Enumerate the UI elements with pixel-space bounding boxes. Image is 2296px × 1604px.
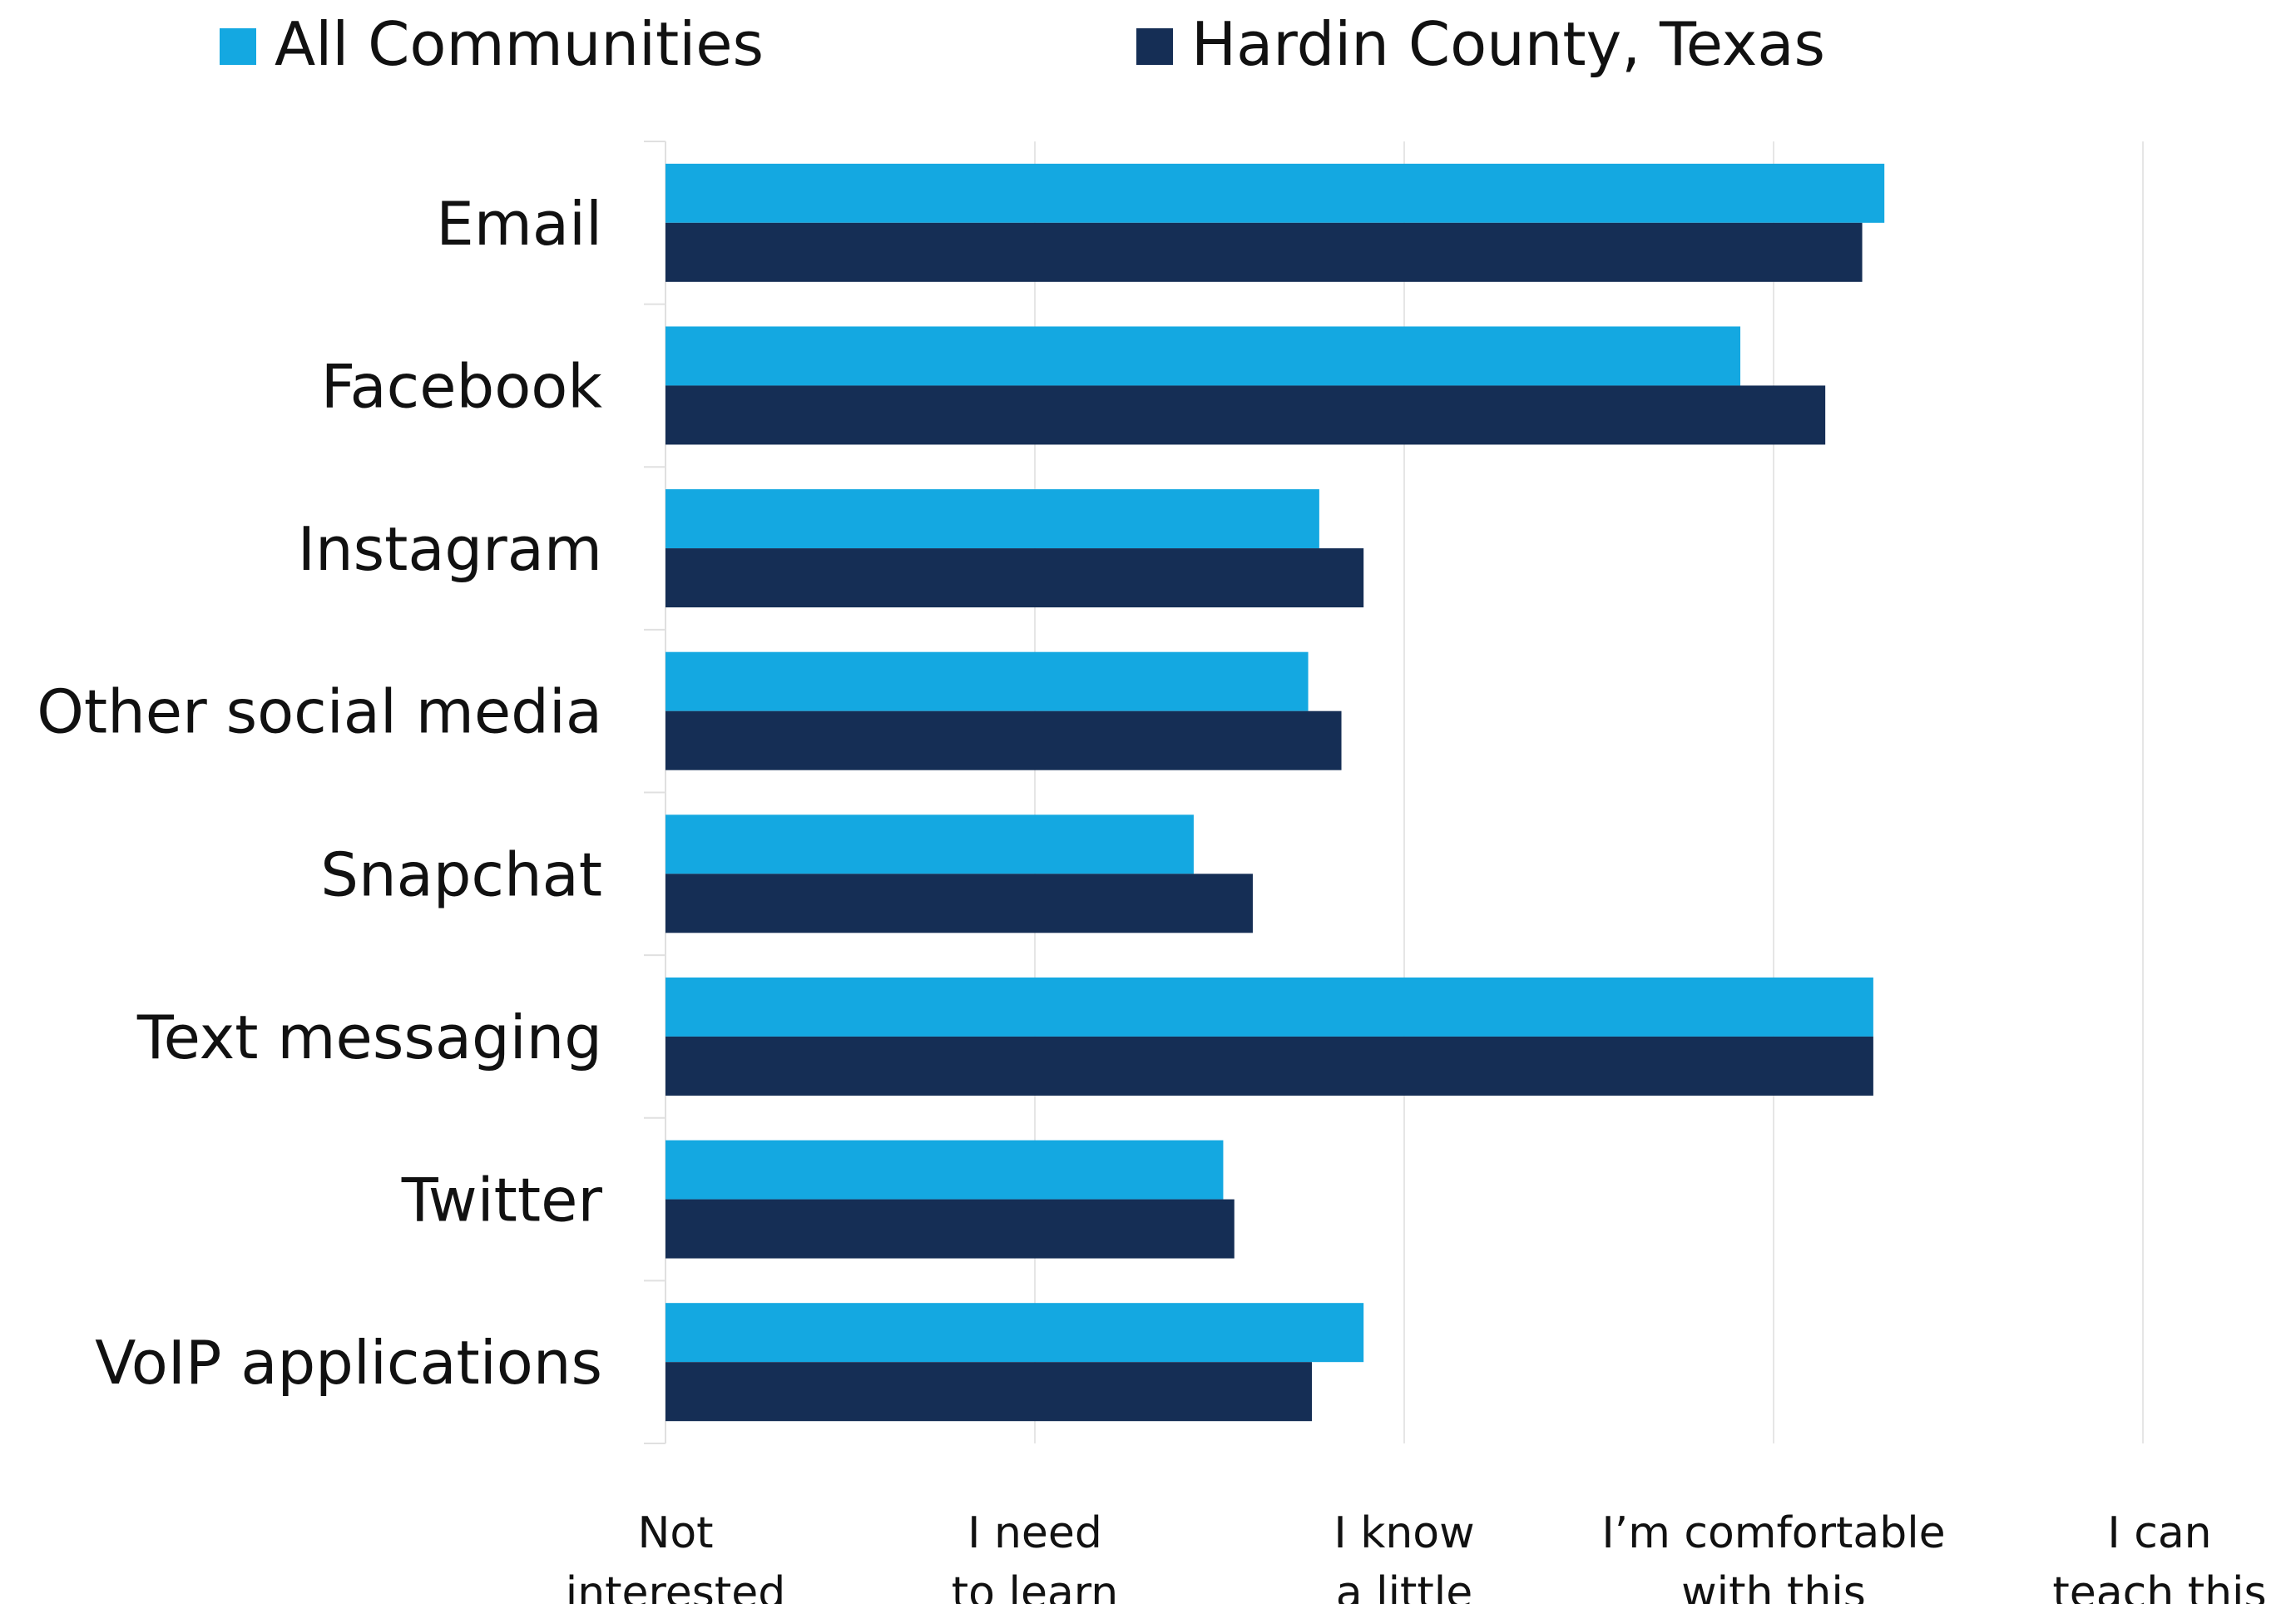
bar-text-messaging-hardin-county-texas xyxy=(666,1036,1873,1096)
category-label-facebook: Facebook xyxy=(321,351,603,421)
bar-twitter-all-communities xyxy=(666,1140,1224,1200)
bar-instagram-all-communities xyxy=(666,489,1319,549)
x-tick-label-1-line-0: I need xyxy=(967,1508,1102,1558)
x-tick-label-4-line-1: teach this xyxy=(2052,1568,2266,1604)
category-labels: Email Facebook Instagram Other social media… xyxy=(37,189,602,1398)
bar-voip-applications-hardin-county-texas xyxy=(666,1362,1312,1422)
bars xyxy=(666,163,1885,1422)
x-tick-label-4-line-0: I can xyxy=(2107,1508,2211,1558)
bar-instagram-hardin-county-texas xyxy=(666,548,1364,608)
x-tick-label-0-line-1: interested xyxy=(566,1568,786,1604)
legend-swatch-all-communities xyxy=(220,28,256,65)
category-label-instagram: Instagram xyxy=(298,514,602,584)
bar-twitter-hardin-county-texas xyxy=(666,1199,1235,1259)
legend: All Communities Hardin County, Texas xyxy=(220,9,1825,79)
bar-email-all-communities xyxy=(666,163,1885,223)
bar-facebook-all-communities xyxy=(666,326,1741,386)
bar-other-social-media-all-communities xyxy=(666,651,1309,711)
x-tick-label-3-line-0: I’m comfortable xyxy=(1601,1508,1945,1558)
x-tick-label-2-line-1: a little xyxy=(1336,1568,1473,1604)
category-label-text-messaging: Text messaging xyxy=(136,1002,602,1072)
bar-facebook-hardin-county-texas xyxy=(666,385,1826,445)
bar-email-hardin-county-texas xyxy=(666,222,1863,282)
bar-text-messaging-all-communities xyxy=(666,977,1873,1037)
bar-snapchat-all-communities xyxy=(666,814,1194,874)
x-tick-label-0-line-0: Not xyxy=(637,1508,713,1558)
x-tick-labels: Not interested I need to learn I know a littl… xyxy=(566,1508,2267,1604)
x-tick-label-1-line-1: to learn xyxy=(952,1568,1118,1604)
legend-swatch-hardin-county xyxy=(1136,28,1173,65)
legend-label-all-communities: All Communities xyxy=(275,9,764,79)
bar-snapchat-hardin-county-texas xyxy=(666,874,1253,933)
category-label-email: Email xyxy=(436,189,602,259)
bar-voip-applications-all-communities xyxy=(666,1303,1364,1363)
category-label-other-social-media: Other social media xyxy=(37,677,602,747)
x-tick-label-2-line-0: I know xyxy=(1334,1508,1474,1558)
category-label-twitter: Twitter xyxy=(401,1166,603,1235)
category-label-voip-applications: VoIP applications xyxy=(95,1328,602,1398)
category-label-snapchat: Snapchat xyxy=(320,839,602,909)
bar-other-social-media-hardin-county-texas xyxy=(666,710,1342,770)
legend-label-hardin-county: Hardin County, Texas xyxy=(1191,9,1825,79)
x-tick-label-3-line-1: with this xyxy=(1681,1568,1866,1604)
